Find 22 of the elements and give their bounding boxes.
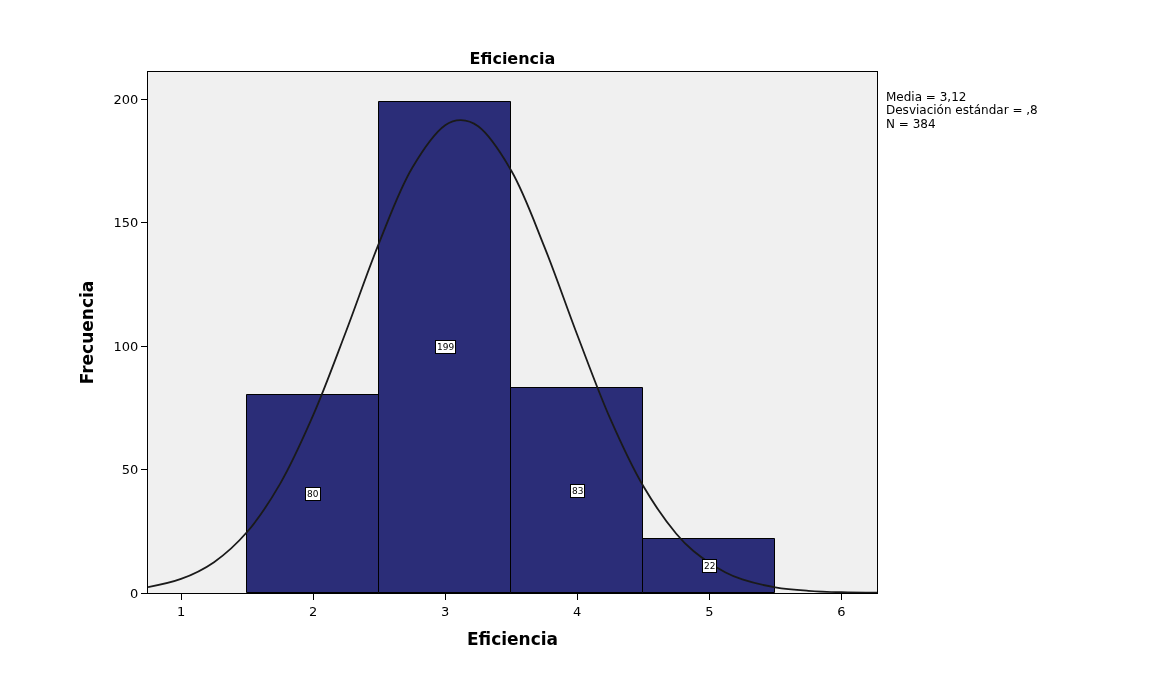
- text: Media = 3,12: [886, 90, 967, 104]
- data-label: 22: [704, 561, 716, 571]
- text: N = 384: [886, 117, 936, 131]
- y-axis-title: Frecuencia: [77, 280, 98, 385]
- y-tick-label: 100: [113, 338, 139, 354]
- y-tick-label: 50: [121, 462, 139, 478]
- x-tick-label: 4: [573, 603, 582, 619]
- y-tick-label: 0: [130, 585, 139, 601]
- x-tick-label: 1: [176, 603, 186, 619]
- text: Desviación estándar = ,8: [886, 103, 1038, 117]
- line-series: [148, 119, 877, 593]
- data-label: 83: [572, 486, 584, 496]
- x-axis-title: Eficiencia: [466, 629, 559, 649]
- y-tick-label: 200: [113, 91, 139, 107]
- x-tick-label: 3: [441, 603, 450, 619]
- data-label: 80: [307, 489, 319, 499]
- chart-title: Eficiencia: [469, 48, 556, 68]
- x-tick-label: 6: [837, 603, 846, 619]
- data-label: 199: [437, 342, 455, 352]
- x-tick-label: 2: [308, 603, 318, 619]
- x-tick-label: 5: [705, 603, 714, 619]
- y-tick-label: 150: [113, 215, 139, 231]
